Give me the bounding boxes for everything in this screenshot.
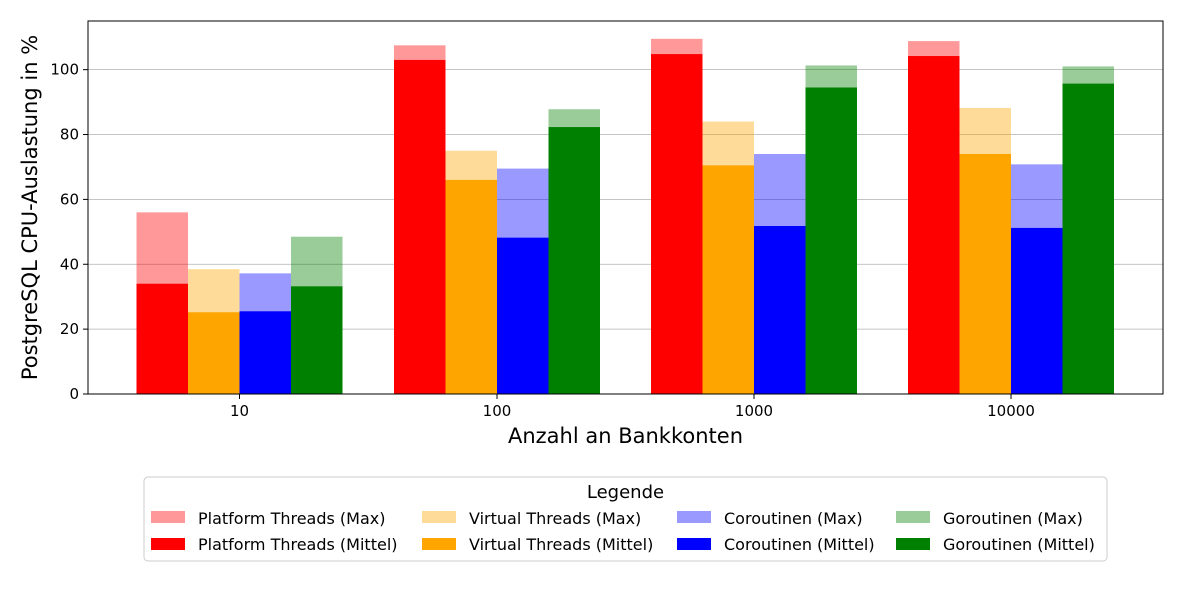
x-axis-title: Anzahl an Bankkonten	[508, 424, 743, 448]
bar-mean	[188, 312, 240, 394]
bar-mean	[239, 311, 291, 394]
bar-mean	[754, 225, 806, 394]
legend-swatch-mean	[896, 538, 930, 550]
y-tick-label: 60	[60, 190, 79, 208]
bar-mean	[1011, 227, 1063, 394]
bar-mean	[136, 283, 188, 394]
y-tick-label: 80	[60, 126, 79, 144]
legend-items: Platform Threads (Max) Platform Threads (…	[151, 509, 1095, 554]
legend-title: Legende	[587, 482, 664, 503]
x-tick-label: 1000	[735, 402, 773, 420]
y-tick-label: 100	[50, 61, 79, 79]
legend-label-max: Goroutinen (Max)	[943, 509, 1083, 528]
legend: Legende Platform Threads (Max)Platform T…	[143, 476, 1108, 562]
bar-mean	[908, 56, 960, 394]
x-tick-label: 100	[483, 402, 512, 420]
bar-mean	[497, 237, 549, 394]
x-tick-label: 10	[230, 402, 249, 420]
legend-swatch-mean	[677, 538, 711, 550]
legend-swatch-max	[422, 511, 456, 523]
bar-mean	[291, 286, 343, 394]
y-axis-title: PostgreSQL CPU-Auslastung in %	[18, 35, 42, 380]
legend-label-mean: Coroutinen (Mittel)	[724, 535, 875, 554]
legend-label-max: Platform Threads (Max)	[198, 509, 386, 528]
y-tick-label: 40	[60, 255, 79, 273]
y-tick-label: 0	[69, 385, 79, 403]
legend-swatch-mean	[151, 538, 185, 550]
legend-swatch-mean	[422, 538, 456, 550]
legend-label-max: Coroutinen (Max)	[724, 509, 863, 528]
bar-mean	[394, 59, 446, 394]
bar-mean	[805, 87, 857, 394]
bar-mean	[1062, 83, 1114, 395]
legend-swatch-max	[896, 511, 930, 523]
x-tick-label: 10000	[987, 402, 1035, 420]
legend-label-max: Virtual Threads (Max)	[469, 509, 641, 528]
bar-mean	[702, 165, 754, 394]
legend-box	[143, 476, 1108, 562]
x-axis: 10 100 1000 10000	[230, 394, 1035, 420]
bars	[136, 38, 1114, 395]
legend-label-mean: Virtual Threads (Mittel)	[469, 535, 653, 554]
bar-mean	[959, 153, 1011, 394]
legend-label-mean: Platform Threads (Mittel)	[198, 535, 398, 554]
legend-label-mean: Goroutinen (Mittel)	[943, 535, 1095, 554]
bar-mean	[651, 54, 703, 395]
bar-mean	[548, 127, 600, 394]
plot-frame	[87, 20, 1164, 395]
y-axis: 0 20 40 60 80 100	[50, 61, 88, 403]
legend-swatch-max	[151, 511, 185, 523]
bar-mean	[445, 179, 497, 394]
y-tick-label: 20	[60, 320, 79, 338]
legend-swatch-max	[677, 511, 711, 523]
